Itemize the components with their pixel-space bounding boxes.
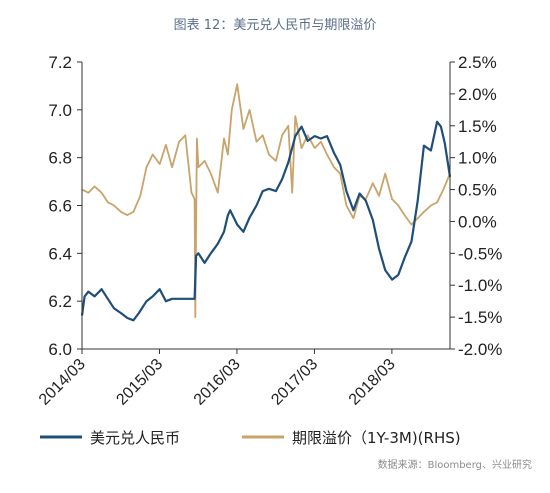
right-tick-label: -1.5%	[458, 308, 502, 327]
right-tick-label: 1.0%	[458, 149, 497, 168]
chart-title: 图表 12：美元兑人民币与期限溢价	[173, 18, 377, 33]
chart-legend: 美元兑人民币 期限溢价（1Y-3M)(RHS)	[40, 429, 461, 447]
left-tick-label: 6.0	[48, 340, 72, 359]
left-tick-label: 6.4	[48, 244, 72, 263]
left-tick-label: 7.2	[48, 53, 72, 72]
chart-axes: 6.0 6.2 6.4 6.6 6.8 7.0 7.2 -2.0% -1.5% -1.0% -0.5…	[36, 53, 503, 409]
x-tick-label: 2014/03	[36, 356, 89, 409]
plot-lines	[80, 83, 452, 322]
legend-label-term-premium: 期限溢价（1Y-3M)(RHS)	[292, 429, 461, 447]
left-tick-label: 6.6	[48, 197, 72, 216]
right-tick-label: 1.5%	[458, 117, 497, 136]
right-tick-label: -1.0%	[458, 276, 502, 295]
right-tick-label: 0.5%	[458, 181, 497, 200]
right-tick-label: 0.0%	[458, 212, 497, 231]
series-usdcny-line	[80, 120, 452, 322]
right-tick-label: -0.5%	[458, 244, 502, 263]
left-tick-label: 6.2	[48, 292, 72, 311]
x-tick-label: 2016/03	[191, 356, 244, 409]
x-tick-label: 2017/03	[268, 356, 321, 409]
series-term-premium-line	[81, 83, 451, 318]
right-tick-label: -2.0%	[458, 340, 502, 359]
x-tick-label: 2018/03	[346, 356, 399, 409]
right-tick-label: 2.5%	[458, 53, 497, 72]
left-tick-label: 6.8	[48, 149, 72, 168]
source-note: 数据来源：Bloomberg、兴业研究	[377, 460, 532, 471]
x-tick-label: 2015/03	[113, 356, 166, 409]
right-tick-label: 2.0%	[458, 85, 497, 104]
left-tick-label: 7.0	[48, 101, 72, 120]
legend-label-usdcny: 美元兑人民币	[90, 429, 180, 447]
